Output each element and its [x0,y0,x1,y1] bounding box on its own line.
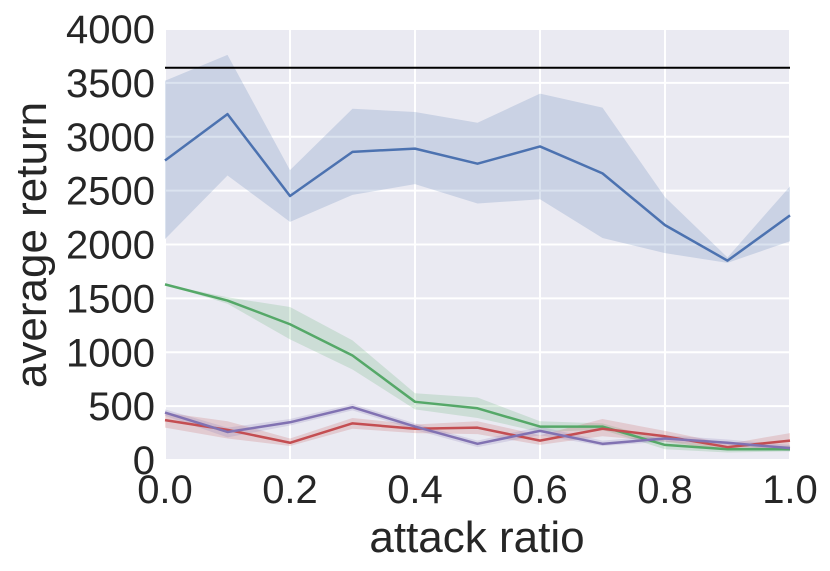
x-tick-labels: 0.0 0.2 0.4 0.6 0.8 1.0 [137,468,818,512]
x-tick-label: 0.8 [637,468,693,512]
series-band [165,54,790,263]
x-tick-label: 0.0 [137,468,193,512]
series-line [164,112,791,262]
x-axis-label: attack ratio [369,513,584,562]
grid-lines [164,28,791,461]
y-tick-label: 1000 [66,331,155,375]
series-band [165,284,790,453]
y-tick-label: 4000 [66,8,155,52]
x-tick-label: 0.2 [262,468,318,512]
series-band [165,412,790,451]
y-tick-label: 1500 [66,277,155,321]
y-tick-labels: 0 500 1000 1500 2000 2500 3000 3500 4000 [66,8,155,483]
y-tick-label: 0 [133,439,155,483]
y-tick-label: 3500 [66,62,155,106]
x-tick-label: 0.4 [387,468,443,512]
y-tick-label: 3000 [66,116,155,160]
x-tick-label: 1.0 [762,468,818,512]
y-tick-label: 2000 [66,224,155,268]
x-tick-label: 0.6 [512,468,568,512]
series-lines [164,112,791,451]
y-tick-label: 500 [88,385,155,429]
y-axis-label: average return [7,102,56,388]
series-line [164,283,790,451]
series-line [164,405,791,450]
y-tick-label: 2500 [66,170,155,214]
